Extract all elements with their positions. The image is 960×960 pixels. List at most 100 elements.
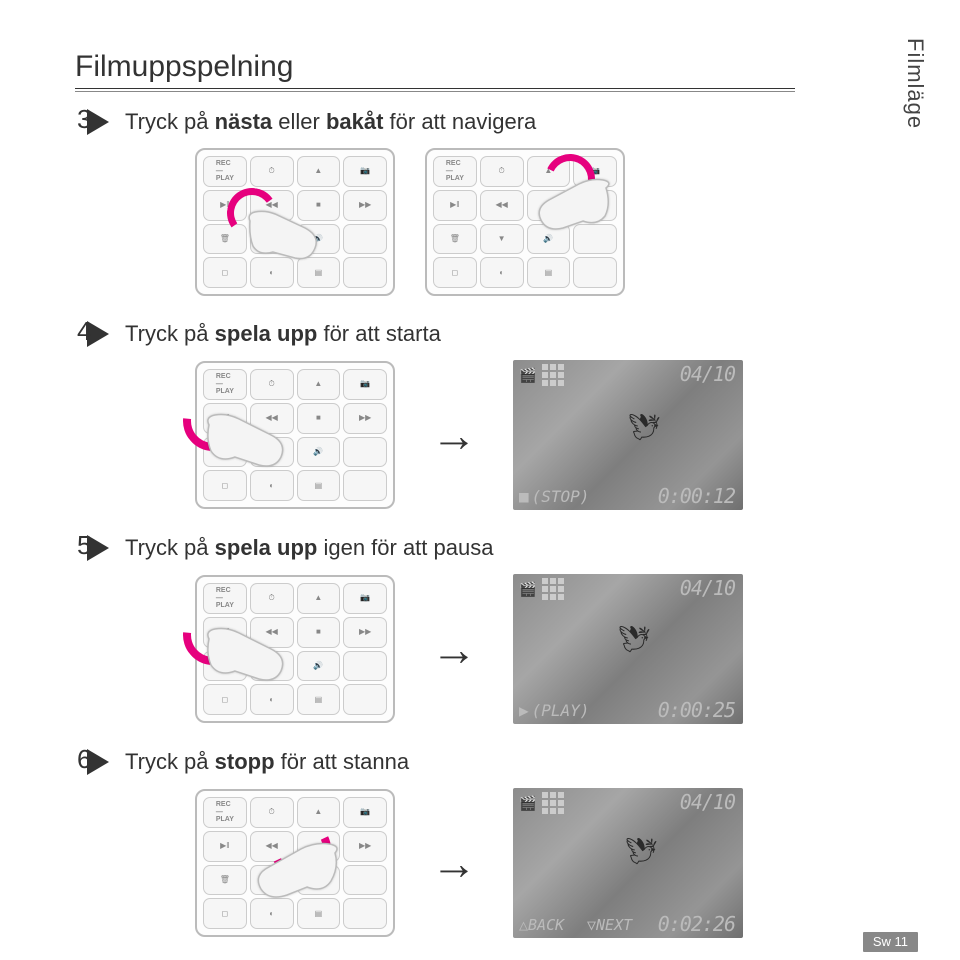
- step-4-figures: REC—PLAY⏱▲📷 ▶‖◀◀■▶▶ 🗑▼🔊 ◻◐▤ → 🎬 04/10 🕊 …: [195, 360, 890, 510]
- step-text-6: Tryck på stopp för att stanna: [125, 746, 409, 777]
- btn-r4c: ▤: [527, 257, 571, 288]
- btn-next: ▶▶: [343, 190, 387, 221]
- arrow-right-icon: →: [431, 836, 477, 890]
- arrow-right-icon: →: [431, 622, 477, 676]
- step-number-6: 6: [77, 744, 91, 775]
- btn-mode: 📷: [343, 156, 387, 187]
- step-text-5: Tryck på spela upp igen för att pausa: [125, 532, 493, 563]
- next-label: NEXT: [596, 916, 632, 934]
- page-title: Filmuppspelning: [75, 50, 890, 84]
- screen-counter: 04/10: [680, 576, 735, 600]
- step-6-figures: REC—PLAY⏱▲📷 ▶‖◀◀■▶▶ 🗑▼🔊 ◻◐▤ → 🎬 04/10 🕊 …: [195, 788, 890, 938]
- screen-top-icons: 🎬: [519, 364, 564, 386]
- step-5: 5 Tryck på spela upp igen för att pausa: [75, 532, 890, 564]
- btn-back: ◀◀: [250, 190, 294, 221]
- step4-post: för att starta: [317, 321, 441, 346]
- step3-pre: Tryck på: [125, 109, 215, 134]
- btn-rec-play: REC—PLAY: [203, 156, 247, 187]
- btn-timer: ⏱: [480, 156, 524, 187]
- btn-stop: ■: [297, 190, 341, 221]
- btn-playpause: ▶‖: [203, 190, 247, 221]
- step5-mid: igen för att pausa: [317, 535, 493, 560]
- bird-icon: 🕊: [628, 412, 661, 443]
- step-marker-5: 5: [75, 530, 109, 564]
- divider-1: [75, 88, 795, 89]
- screen-counter: 04/10: [680, 362, 735, 386]
- page-number: Sw 11: [863, 932, 918, 952]
- step-5-figures: REC—PLAY⏱▲📷 ▶‖◀◀■▶▶ 🗑▼🔊 ◻◐▤ → 🎬 04/10 🕊 …: [195, 574, 890, 724]
- btn-spare1: [573, 224, 617, 255]
- button-pad-pause: REC—PLAY⏱▲📷 ▶‖◀◀■▶▶ 🗑▼🔊 ◻◐▤: [195, 575, 395, 723]
- movie-icon: 🎬: [519, 367, 536, 384]
- arrow-right-icon: →: [431, 408, 477, 462]
- btn-rec-play: REC—PLAY: [433, 156, 477, 187]
- step-3-figures: REC—PLAY ⏱ ▲ 📷 ▶‖ ◀◀ ■ ▶▶ 🗑 ▼ 🔊 ◻ ◐ ▤: [195, 148, 890, 296]
- step-text-3: Tryck på nästa eller bakåt för att navig…: [125, 106, 536, 137]
- btn-down: ▼: [480, 224, 524, 255]
- screen-time-play: 0:00:25: [658, 698, 735, 722]
- screen-back-nav: △BACK: [519, 916, 564, 934]
- step-3: 3 Tryck på nästa eller bakåt för att nav…: [75, 106, 890, 138]
- screen-nav: 🎬 04/10 🕊 △BACK ▽NEXT 0:02:26: [513, 788, 743, 938]
- btn-trash: 🗑: [433, 224, 477, 255]
- button-pad-next: REC—PLAY ⏱ ▲ 📷 ▶‖ ◀◀ ■ ▶▶ 🗑 ▼ 🔊 ◻ ◐ ▤: [425, 148, 625, 296]
- play-label: (PLAY): [532, 701, 590, 720]
- btn-back: ◀◀: [480, 190, 524, 221]
- btn-spare1: [343, 224, 387, 255]
- btn-down: ▼: [250, 224, 294, 255]
- step6-post: för att stanna: [275, 749, 410, 774]
- grid-icon: [542, 364, 564, 386]
- step-marker-4: 4: [75, 316, 109, 350]
- btn-trash: 🗑: [203, 224, 247, 255]
- page: Filmläge Filmuppspelning 3 Tryck på näst…: [0, 0, 960, 960]
- button-pad-stop: REC—PLAY⏱▲📷 ▶‖◀◀■▶▶ 🗑▼🔊 ◻◐▤: [195, 789, 395, 937]
- step-number-4: 4: [77, 316, 91, 347]
- btn-timer: ⏱: [250, 156, 294, 187]
- side-tab-label: Filmläge: [902, 38, 928, 129]
- step3-post: för att navigera: [383, 109, 536, 134]
- btn-r4a: ◻: [203, 257, 247, 288]
- button-pad-back: REC—PLAY ⏱ ▲ 📷 ▶‖ ◀◀ ■ ▶▶ 🗑 ▼ 🔊 ◻ ◐ ▤: [195, 148, 395, 296]
- btn-stop: ■: [527, 190, 571, 221]
- screen-stop: 🎬 04/10 🕊 ■(STOP) 0:00:12: [513, 360, 743, 510]
- screen-bot-stop: ■(STOP): [519, 487, 589, 506]
- screen-time-stop: 0:00:12: [658, 484, 735, 508]
- btn-r4c: ▤: [297, 257, 341, 288]
- step6-pre: Tryck på: [125, 749, 215, 774]
- step5-pre: Tryck på: [125, 535, 215, 560]
- step-number-3: 3: [77, 104, 91, 135]
- btn-playpause: ▶‖: [433, 190, 477, 221]
- step-6: 6 Tryck på stopp för att stanna: [75, 746, 890, 778]
- divider-2: [75, 91, 795, 92]
- step-number-5: 5: [77, 530, 91, 561]
- btn-r4a: ◻: [433, 257, 477, 288]
- step4-b1: spela upp: [215, 321, 318, 346]
- step-text-4: Tryck på spela upp för att starta: [125, 318, 441, 349]
- screen-next-nav: ▽NEXT: [587, 916, 632, 934]
- step5-b1: spela upp: [215, 535, 318, 560]
- btn-mode: 📷: [573, 156, 617, 187]
- step3-mid: eller: [272, 109, 326, 134]
- btn-r4b: ◐: [250, 257, 294, 288]
- step-marker-3: 3: [75, 104, 109, 138]
- step3-b1: nästa: [215, 109, 272, 134]
- step6-b1: stopp: [215, 749, 275, 774]
- btn-r4d: [573, 257, 617, 288]
- btn-up: ▲: [297, 156, 341, 187]
- screen-counter: 04/10: [680, 790, 735, 814]
- stop-label: (STOP): [532, 487, 590, 506]
- btn-up: ▲: [527, 156, 571, 187]
- bird-icon: 🕊: [618, 624, 651, 655]
- btn-r4b: ◐: [480, 257, 524, 288]
- screen-play: 🎬 04/10 🕊 ▶(PLAY) 0:00:25: [513, 574, 743, 724]
- button-pad-play: REC—PLAY⏱▲📷 ▶‖◀◀■▶▶ 🗑▼🔊 ◻◐▤: [195, 361, 395, 509]
- step4-pre: Tryck på: [125, 321, 215, 346]
- step-4: 4 Tryck på spela upp för att starta: [75, 318, 890, 350]
- btn-vol: 🔊: [527, 224, 571, 255]
- bird-icon: 🕊: [625, 836, 658, 867]
- btn-r4d: [343, 257, 387, 288]
- step-marker-6: 6: [75, 744, 109, 778]
- btn-vol: 🔊: [297, 224, 341, 255]
- step3-b2: bakåt: [326, 109, 383, 134]
- screen-bot-play: ▶(PLAY): [519, 701, 589, 720]
